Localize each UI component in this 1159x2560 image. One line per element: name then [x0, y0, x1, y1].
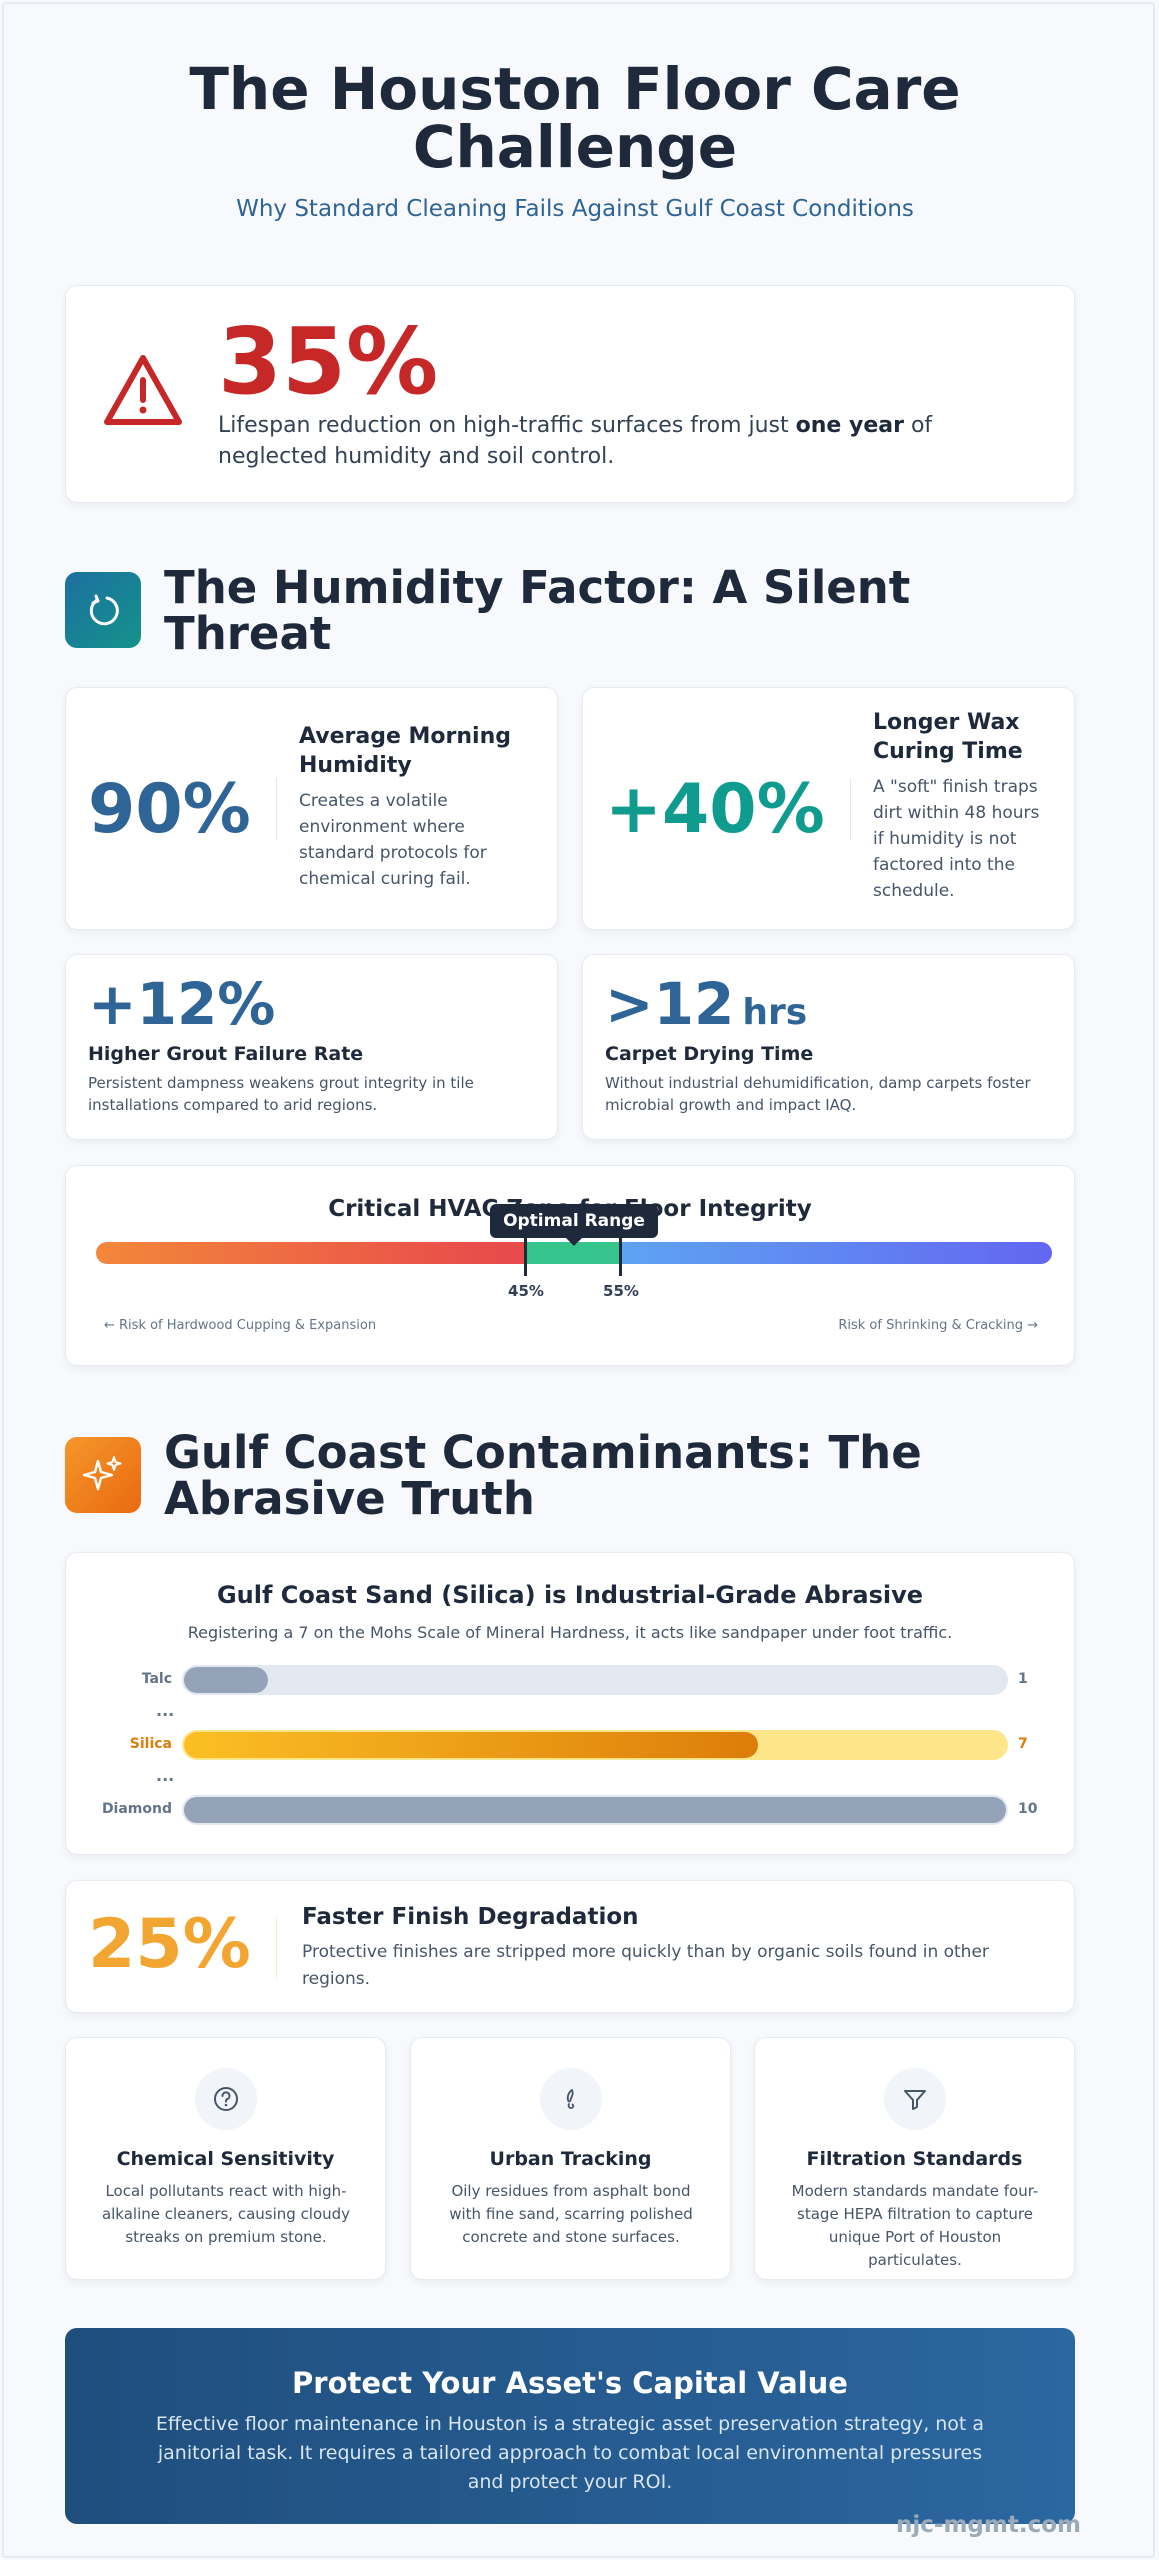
carpet-drying-title: Carpet Drying Time — [605, 1043, 814, 1065]
chemical-sensitivity-card: Chemical Sensitivity Local pollutants re… — [65, 2037, 386, 2280]
mohs-label-silica: Silica — [129, 1736, 172, 1752]
cta-banner: Protect Your Asset's Capital Value Effec… — [65, 2328, 1075, 2524]
mohs-value-talc: 1 — [1018, 1671, 1028, 1687]
chemical-sensitivity-description: Local pollutants react with high-alkalin… — [101, 2182, 351, 2246]
humidity-gradient-bar — [96, 1242, 1052, 1264]
mohs-bar-diamond — [184, 1797, 1006, 1823]
mohs-scale-title: Gulf Coast Sand (Silica) is Industrial-G… — [216, 1581, 924, 1609]
range-high-marker — [619, 1236, 622, 1276]
filtration-standards-card: Filtration Standards Modern standards ma… — [754, 2037, 1075, 2280]
humidity-section-title: The Humidity Factor: A Silent Threat — [164, 561, 911, 660]
finish-degradation-value: 25% — [88, 1905, 251, 1984]
filter-icon — [883, 2068, 946, 2130]
lifespan-stat-description: Lifespan reduction on high-traffic surfa… — [218, 413, 933, 469]
site-watermark: njc-mgmt.com — [896, 2512, 1081, 2538]
mohs-track-silica — [182, 1730, 1008, 1760]
optimal-range-tooltip: Optimal Range — [490, 1204, 658, 1246]
filtration-standards-description: Modern standards mandate four-stage HEPA… — [791, 2182, 1039, 2269]
mohs-ellipsis: ... — [156, 1701, 175, 1720]
humidity-stat-card: 90% Average Morning Humidity Creates a v… — [65, 687, 558, 930]
range-low-label: 45% — [508, 1282, 544, 1300]
droplet-rotate-icon — [89, 594, 119, 626]
shrinking-risk-label: Risk of Shrinking & Cracking → — [838, 1318, 1038, 1333]
contaminants-section-title: Gulf Coast Contaminants: The Abrasive Tr… — [164, 1426, 922, 1525]
mohs-bar-talc — [184, 1667, 268, 1693]
mohs-bar-silica — [184, 1732, 758, 1758]
question-circle-icon — [194, 2068, 257, 2130]
mohs-label-diamond: Diamond — [101, 1801, 172, 1817]
humidity-stat-title: Average Morning Humidity — [299, 724, 511, 778]
lifespan-stat-card: 35% Lifespan reduction on high-traffic s… — [65, 285, 1075, 503]
grout-failure-title: Higher Grout Failure Rate — [88, 1043, 364, 1065]
humidity-stat-description: Creates a volatile environment where sta… — [299, 791, 487, 889]
range-low-marker — [524, 1236, 527, 1276]
finish-degradation-card: 25% Faster Finish Degradation Protective… — [65, 1880, 1075, 2013]
filtration-standards-title: Filtration Standards — [806, 2148, 1023, 2170]
contaminants-section-icon-box — [65, 1437, 141, 1513]
mohs-value-diamond: 10 — [1018, 1801, 1038, 1817]
urban-tracking-title: Urban Tracking — [489, 2148, 652, 2170]
urban-tracking-description: Oily residues from asphalt bond with fin… — [449, 2182, 693, 2246]
mohs-ellipsis: ... — [156, 1766, 175, 1785]
carpet-drying-value: >12 hrs — [605, 970, 808, 1038]
mohs-track-diamond — [182, 1795, 1008, 1825]
lifespan-stat-value: 35% — [218, 308, 439, 415]
page-subtitle: Why Standard Cleaning Fails Against Gulf… — [236, 196, 914, 222]
humidity-section-icon-box — [65, 572, 141, 648]
cta-description: Effective floor maintenance in Houston i… — [155, 2413, 985, 2493]
wax-curing-stat-value: +40% — [605, 770, 825, 849]
carpet-drying-description: Without industrial dehumidification, dam… — [605, 1074, 1031, 1114]
hvac-zone-card: Critical HVAC Zone for Floor Integrity O… — [65, 1165, 1075, 1366]
finish-degradation-title: Faster Finish Degradation — [302, 1904, 639, 1930]
page-title: The Houston Floor Care Challenge — [189, 55, 961, 181]
grout-failure-value: +12% — [88, 970, 276, 1038]
urban-tracking-card: Urban Tracking Oily residues from asphal… — [410, 2037, 731, 2280]
finish-degradation-description: Protective finishes are stripped more qu… — [302, 1942, 989, 1989]
hardwood-cupping-risk-label: ← Risk of Hardwood Cupping & Expansion — [104, 1318, 377, 1333]
alert-triangle-icon — [104, 355, 182, 425]
mohs-scale-card: Gulf Coast Sand (Silica) is Industrial-G… — [65, 1552, 1075, 1855]
wax-curing-stat-description: A "soft" finish traps dirt within 48 hou… — [873, 777, 1040, 901]
grout-failure-card: +12% Higher Grout Failure Rate Persisten… — [65, 954, 558, 1140]
divider — [850, 778, 851, 840]
mohs-track-talc — [182, 1665, 1008, 1695]
mohs-scale-subtitle: Registering a 7 on the Mohs Scale of Min… — [187, 1623, 953, 1642]
footprint-icon — [539, 2068, 602, 2130]
range-high-label: 55% — [603, 1282, 639, 1300]
divider — [276, 1917, 277, 1979]
wax-curing-stat-title: Longer Wax Curing Time — [873, 710, 1023, 764]
mohs-value-silica: 7 — [1018, 1736, 1028, 1752]
cta-title: Protect Your Asset's Capital Value — [292, 2366, 848, 2400]
chemical-sensitivity-title: Chemical Sensitivity — [116, 2148, 335, 2170]
sparkles-icon — [82, 1456, 122, 1491]
grout-failure-description: Persistent dampness weakens grout integr… — [88, 1074, 474, 1114]
wax-curing-stat-card: +40% Longer Wax Curing Time A "soft" fin… — [582, 687, 1075, 930]
carpet-drying-card: >12 hrs Carpet Drying Time Without indust… — [582, 954, 1075, 1140]
divider — [276, 778, 277, 840]
mohs-label-talc: Talc — [141, 1671, 172, 1687]
humidity-stat-value: 90% — [88, 770, 251, 849]
